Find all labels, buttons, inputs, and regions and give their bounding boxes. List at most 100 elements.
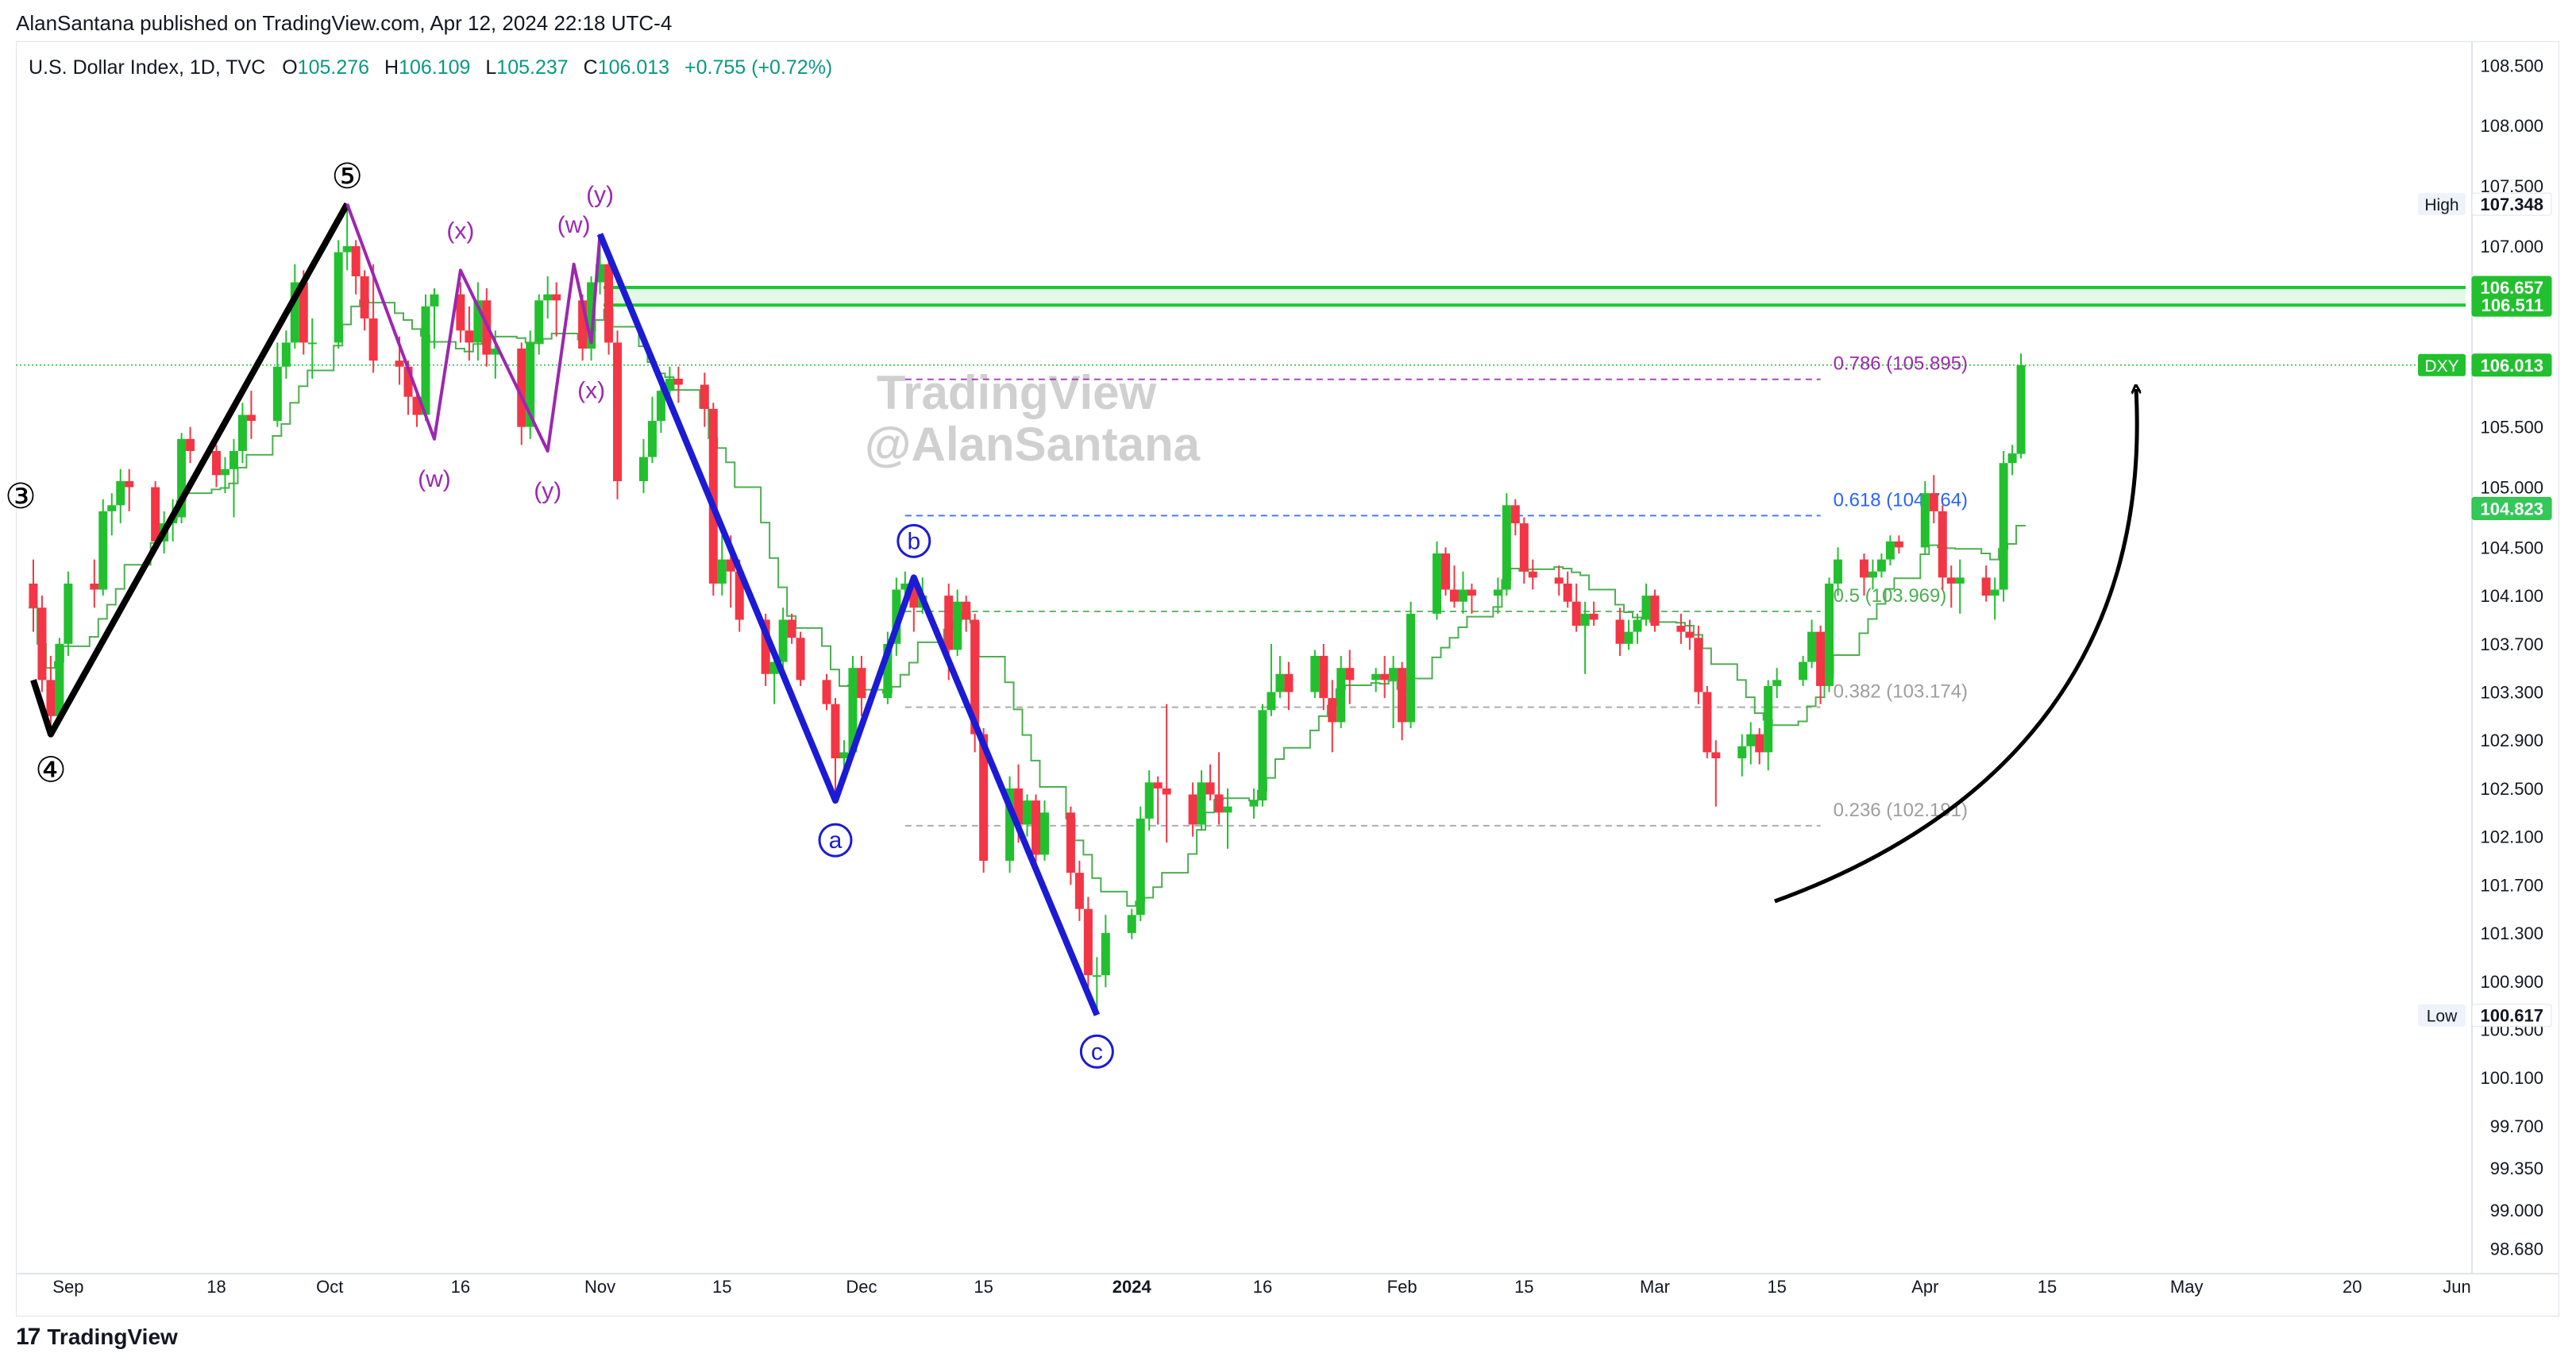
watermark-line1: TradingView bbox=[877, 366, 1157, 419]
abc-label-b: b bbox=[907, 528, 920, 554]
candle-body bbox=[778, 619, 788, 662]
candle-body bbox=[970, 619, 980, 734]
candle-body bbox=[883, 643, 893, 699]
price-tick-label: 101.700 bbox=[2480, 875, 2543, 895]
candle-body bbox=[29, 583, 38, 608]
candle-body bbox=[1197, 782, 1206, 825]
candle-body bbox=[212, 451, 222, 476]
candle-body bbox=[1929, 493, 1938, 511]
time-tick-label: Dec bbox=[846, 1277, 877, 1297]
candle-body bbox=[1023, 800, 1032, 825]
candle-body bbox=[1083, 908, 1093, 976]
watermark-line2: @AlanSantana bbox=[865, 418, 1201, 471]
candle-body bbox=[1807, 631, 1817, 662]
candle-body bbox=[761, 619, 770, 674]
open-label: O bbox=[282, 56, 297, 79]
price-tag-label: High bbox=[2424, 196, 2458, 214]
candle-body bbox=[1834, 559, 1843, 584]
candle-body bbox=[1580, 613, 1590, 627]
candle-body bbox=[1074, 873, 1084, 909]
time-tick-label: 15 bbox=[712, 1277, 731, 1297]
candle-body bbox=[1214, 794, 1224, 813]
candle-body bbox=[403, 366, 413, 397]
price-tags: 107.348High106.657106.511106.013DXY104.8… bbox=[2418, 192, 2552, 1027]
candle-body bbox=[822, 680, 831, 704]
candle-body bbox=[944, 596, 954, 650]
candle-body bbox=[726, 559, 735, 572]
candle-body bbox=[1615, 619, 1625, 644]
candle-body bbox=[1764, 685, 1773, 753]
footer-brand-label: TradingView bbox=[47, 1324, 178, 1349]
candle-body bbox=[491, 349, 500, 355]
open-value: 105.276 bbox=[298, 56, 369, 79]
time-tick-label: 15 bbox=[2038, 1277, 2057, 1297]
time-tick-label: Sep bbox=[52, 1277, 83, 1297]
price-chart[interactable]: TradingView @AlanSantana 0.786 (105.895)… bbox=[0, 0, 2576, 1317]
price-tag-label: DXY bbox=[2424, 357, 2458, 376]
time-tick-label: 2024 bbox=[1113, 1277, 1152, 1297]
candle-body bbox=[1894, 541, 1903, 548]
candle-body bbox=[656, 391, 665, 422]
complex-label-5: (x) bbox=[577, 377, 605, 403]
candle-body bbox=[1144, 782, 1154, 819]
candle-body bbox=[2016, 364, 2026, 454]
candle-body bbox=[272, 366, 282, 422]
chart-frame bbox=[16, 41, 2559, 1317]
candle-body bbox=[1449, 589, 1459, 602]
candle-body bbox=[839, 752, 849, 758]
price-tag-label-box bbox=[2418, 1004, 2466, 1027]
candle-body bbox=[368, 318, 378, 361]
candle-body bbox=[1624, 631, 1633, 644]
symbol-legend: U.S. Dollar Index, 1D, TVC O105.276 H106… bbox=[29, 56, 832, 79]
price-tick-label: 102.900 bbox=[2480, 731, 2543, 750]
candle-body bbox=[1885, 541, 1895, 560]
candle-body bbox=[55, 643, 64, 716]
candle-body bbox=[953, 601, 962, 650]
candle-body bbox=[796, 638, 805, 680]
candle-body bbox=[334, 252, 343, 343]
candle-body bbox=[1249, 800, 1259, 807]
candle-body bbox=[596, 264, 605, 283]
price-tick-label: 104.500 bbox=[2480, 538, 2543, 557]
footer-brand[interactable]: 17 TradingView bbox=[16, 1320, 178, 1355]
candle-body bbox=[473, 300, 483, 343]
watermark-layer: TradingView @AlanSantana bbox=[865, 366, 1201, 471]
candle-body bbox=[700, 384, 709, 409]
candle-body bbox=[1127, 915, 1136, 934]
candle-body bbox=[1005, 788, 1015, 861]
abc-label-a-circle bbox=[818, 823, 853, 858]
candle-body bbox=[526, 342, 535, 427]
time-tick-label: 15 bbox=[1514, 1277, 1533, 1297]
price-tag-box bbox=[2471, 293, 2552, 317]
time-tick-label: Oct bbox=[316, 1277, 343, 1297]
candle-body bbox=[237, 414, 247, 451]
candle-body bbox=[831, 704, 840, 758]
tradingview-logo-icon: 17 bbox=[16, 1324, 40, 1350]
candle-body bbox=[1816, 631, 1826, 686]
candle-body bbox=[1310, 656, 1320, 692]
candle-body bbox=[1336, 668, 1346, 723]
time-tick-label: Jun bbox=[2443, 1277, 2470, 1297]
candle-body bbox=[342, 246, 352, 253]
candles bbox=[29, 203, 2026, 1016]
time-axis[interactable]: Sep 18 Oct 16 Nov 15 Dec 15 2024 16 Feb 15 Mar 15 Apr 1… bbox=[16, 1273, 2559, 1297]
candle-body bbox=[1946, 577, 1956, 584]
candle-body bbox=[1746, 734, 1756, 746]
price-axis[interactable]: 108.500108.000107.500107.000106.500105.5… bbox=[2471, 41, 2543, 1274]
candle-body bbox=[892, 589, 901, 644]
price-tick-label: 101.300 bbox=[2480, 923, 2543, 943]
fibonacci-levels: 0.786 (105.895)0.618 (104.764)0.5 (103.9… bbox=[904, 353, 1968, 827]
candle-body bbox=[46, 680, 56, 716]
wave-label-3: ③ bbox=[5, 476, 36, 517]
candle-body bbox=[116, 480, 125, 506]
candle-body bbox=[360, 276, 369, 319]
candle-body bbox=[962, 601, 971, 620]
complex-label-2: (x) bbox=[446, 218, 474, 244]
candle-body bbox=[290, 282, 299, 343]
symbol-name: U.S. Dollar Index, 1D, TVC bbox=[29, 56, 265, 79]
price-tick-label: 104.100 bbox=[2480, 586, 2543, 606]
candle-body bbox=[857, 668, 866, 699]
candle-body bbox=[299, 282, 308, 343]
candle-body bbox=[1493, 589, 1502, 596]
candle-body bbox=[1571, 601, 1581, 627]
